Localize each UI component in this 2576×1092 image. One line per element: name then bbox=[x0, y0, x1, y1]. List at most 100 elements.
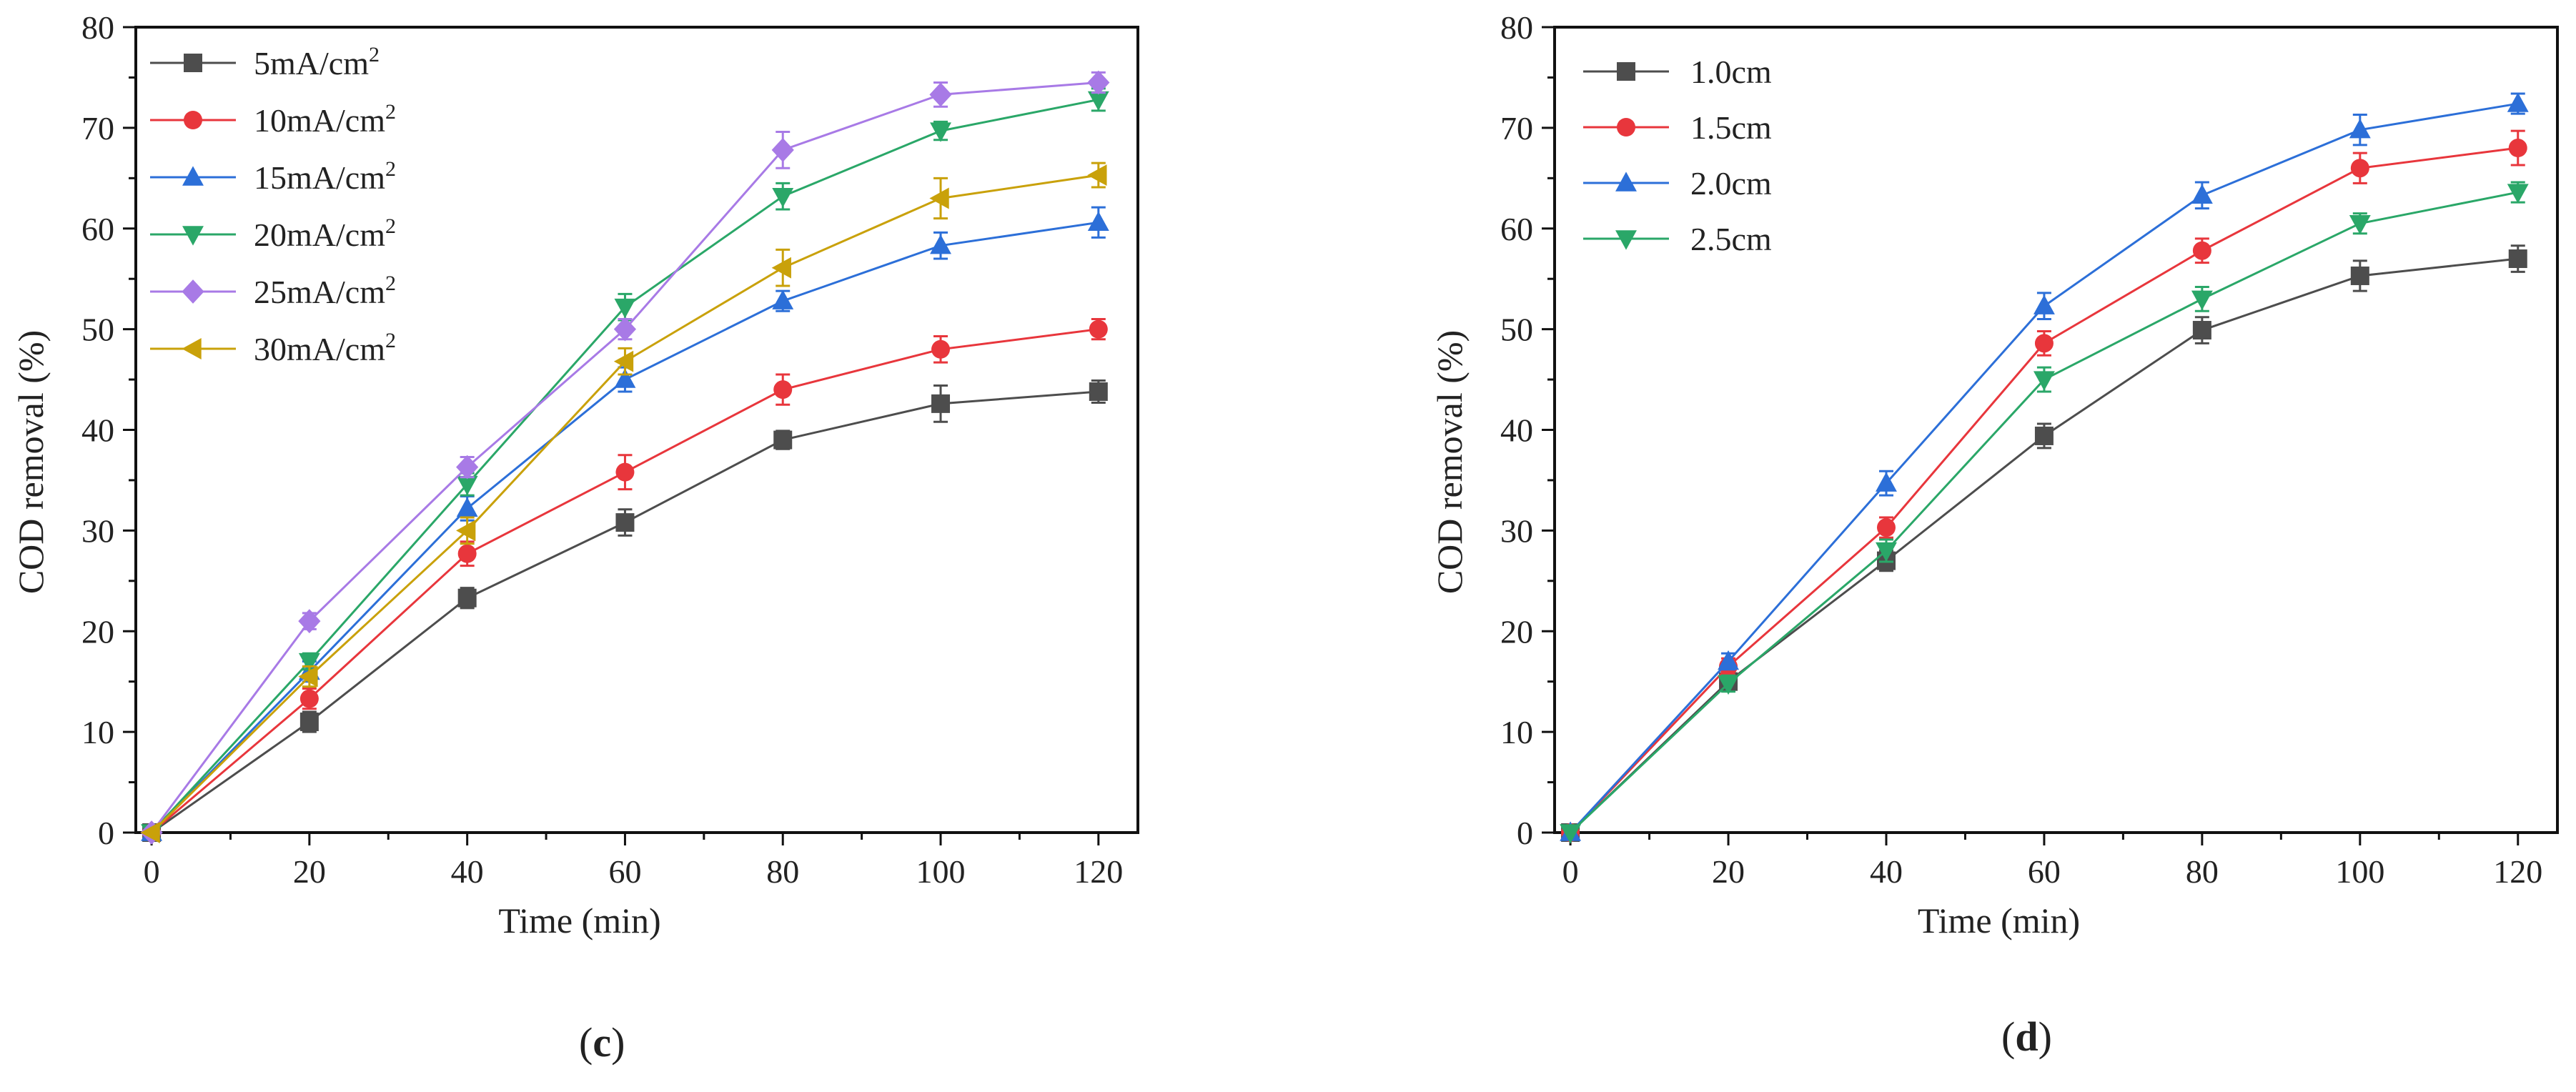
data-point bbox=[2507, 92, 2529, 112]
legend-label: 25mA/cm2 bbox=[254, 272, 396, 310]
data-point bbox=[2349, 119, 2371, 139]
data-point bbox=[2034, 426, 2054, 445]
data-point bbox=[456, 497, 478, 517]
series-5 bbox=[140, 70, 1110, 845]
x-tick-label: 0 bbox=[1562, 853, 1579, 890]
series-line bbox=[1569, 102, 2519, 834]
data-point bbox=[299, 689, 319, 708]
data-point bbox=[1718, 675, 1739, 695]
legend-label-superscript: 2 bbox=[385, 214, 396, 238]
legend-label: 30mA/cm2 bbox=[254, 329, 396, 367]
legend-item: 20mA/cm2 bbox=[150, 214, 396, 253]
data-point bbox=[1087, 70, 1110, 95]
y-tick-label: 70 bbox=[1500, 110, 1533, 147]
series-line bbox=[1570, 191, 2519, 834]
y-tick-label: 50 bbox=[81, 312, 114, 348]
panel-label-open: ( bbox=[579, 1019, 593, 1066]
data-point bbox=[140, 822, 160, 843]
y-tick-label: 40 bbox=[1500, 412, 1533, 449]
x-tick-label: 120 bbox=[1074, 853, 1123, 890]
data-point bbox=[457, 544, 477, 563]
legend-item: 2.5cm bbox=[1583, 221, 1772, 257]
data-point bbox=[615, 513, 635, 532]
data-point bbox=[2191, 184, 2213, 204]
series-3 bbox=[1560, 92, 2529, 841]
legend-label-name: 15mA/cm bbox=[254, 159, 385, 196]
data-point bbox=[929, 187, 949, 209]
data-point bbox=[1087, 164, 1107, 187]
data-point bbox=[2191, 290, 2213, 310]
x-tick-label: 40 bbox=[451, 853, 484, 890]
legend-label-name: 2.5cm bbox=[1690, 221, 1772, 257]
data-point bbox=[1876, 542, 1897, 562]
data-point bbox=[2349, 215, 2371, 235]
y-axis-title: COD removal (%) bbox=[11, 330, 51, 594]
legend-marker bbox=[184, 54, 202, 72]
y-tick-label: 20 bbox=[1500, 613, 1533, 650]
legend-label-name: 5mA/cm bbox=[254, 45, 369, 81]
x-tick-label: 60 bbox=[2028, 853, 2061, 890]
legend-marker bbox=[184, 111, 202, 129]
y-tick-label: 70 bbox=[81, 110, 114, 147]
series-line bbox=[151, 328, 1099, 834]
legend-label-superscript: 2 bbox=[385, 157, 396, 181]
x-tick-label: 60 bbox=[608, 853, 641, 890]
legend-label-name: 20mA/cm bbox=[254, 217, 385, 253]
legend-item: 5mA/cm2 bbox=[150, 43, 380, 81]
legend-item: 30mA/cm2 bbox=[150, 329, 396, 367]
series-1 bbox=[142, 379, 1108, 842]
legend-marker bbox=[182, 279, 204, 304]
y-tick-label: 30 bbox=[81, 512, 114, 549]
data-point bbox=[1560, 824, 1582, 844]
data-point bbox=[1087, 211, 1109, 231]
panel-label: (c) bbox=[579, 1019, 625, 1066]
legend: 1.0cm 1.5cm 2.0cm 2.5cm bbox=[1583, 54, 1772, 257]
data-point bbox=[1876, 472, 1897, 492]
y-tick-label: 30 bbox=[1500, 512, 1533, 549]
legend-label: 10mA/cm2 bbox=[254, 100, 396, 139]
series-4 bbox=[1560, 181, 2529, 844]
panel-label-letter: c bbox=[593, 1019, 611, 1066]
series-2 bbox=[142, 318, 1108, 842]
data-point bbox=[772, 289, 794, 309]
data-point bbox=[929, 82, 952, 107]
legend-label: 20mA/cm2 bbox=[254, 214, 396, 253]
legend-item: 1.0cm bbox=[1583, 54, 1772, 90]
data-point bbox=[299, 713, 319, 732]
legend-marker bbox=[1617, 118, 1635, 136]
panel-label-close: ) bbox=[2038, 1013, 2052, 1060]
y-tick-label: 80 bbox=[1500, 9, 1533, 46]
data-point bbox=[457, 588, 477, 607]
data-point bbox=[298, 652, 320, 673]
legend-item: 2.0cm bbox=[1583, 165, 1772, 202]
data-point bbox=[1089, 382, 1108, 401]
chart-panel-d: 0 20 40 60 80 100 120 0 10 20 30 40 50 60 70 80 Time (mi… bbox=[1430, 9, 2559, 1060]
legend-label-name: 2.0cm bbox=[1690, 165, 1772, 202]
data-point bbox=[2033, 294, 2055, 314]
y-tick-label: 40 bbox=[81, 412, 114, 449]
data-point bbox=[2033, 371, 2055, 391]
legend-label-superscript: 2 bbox=[385, 329, 396, 352]
panel-label-close: ) bbox=[611, 1019, 625, 1066]
legend-marker bbox=[182, 166, 204, 186]
data-point bbox=[2192, 321, 2211, 340]
data-point bbox=[772, 187, 794, 208]
legend-item: 10mA/cm2 bbox=[150, 100, 396, 139]
y-tick-label: 20 bbox=[81, 613, 114, 650]
x-axis-title: Time (min) bbox=[1918, 900, 2080, 940]
legend-marker bbox=[182, 226, 204, 246]
data-point bbox=[2350, 266, 2369, 285]
y-tick-label: 80 bbox=[81, 9, 114, 46]
data-point bbox=[1876, 518, 1896, 537]
legend-marker bbox=[1615, 172, 1637, 192]
data-point bbox=[1718, 650, 1739, 670]
legend-label: 15mA/cm2 bbox=[254, 157, 396, 196]
data-point bbox=[931, 394, 951, 413]
data-point bbox=[298, 665, 318, 688]
x-axis-title: Time (min) bbox=[498, 900, 660, 940]
series-4 bbox=[141, 87, 1109, 844]
y-tick-label: 60 bbox=[81, 211, 114, 247]
data-point bbox=[2034, 334, 2054, 353]
data-point bbox=[930, 122, 951, 142]
